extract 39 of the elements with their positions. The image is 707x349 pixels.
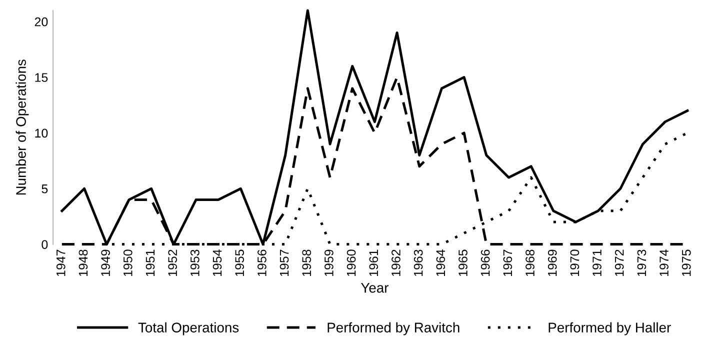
legend-label: Total Operations [138, 322, 239, 336]
x-tick-label: 1967 [503, 250, 512, 276]
x-axis-title: Year [360, 283, 389, 293]
y-tick-label: 20 [34, 17, 48, 26]
x-tick-label: 1961 [369, 250, 378, 276]
x-tick-label: 1955 [235, 250, 244, 276]
y-tick-label: 10 [35, 128, 48, 138]
y-tick-label: 0 [42, 240, 48, 249]
x-tick-label: 1954 [212, 250, 222, 276]
legend-label: Performed by Haller [548, 322, 671, 336]
x-tick-label: 1959 [324, 250, 334, 276]
y-tick-label: 15 [35, 73, 48, 82]
x-tick-label: 1963 [414, 250, 423, 276]
y-tick-label: 5 [42, 184, 48, 194]
x-tick-label: 1951 [146, 250, 155, 276]
x-tick-label: 1974 [660, 250, 668, 276]
x-tick-label: 1968 [526, 250, 534, 276]
x-tick-label: 1947 [56, 250, 66, 276]
x-tick-label: 1964 [436, 250, 446, 276]
x-tick-label: 1956 [258, 250, 266, 276]
x-tick-label: 1975 [682, 250, 691, 276]
x-tick-label: 1960 [346, 250, 356, 276]
x-tick-label: 1949 [101, 250, 110, 276]
x-tick-label: 1966 [480, 250, 490, 276]
y-axis-title: Number of Operations [16, 60, 29, 195]
x-tick-label: 1965 [458, 250, 468, 276]
x-tick-label: 1962 [392, 250, 400, 276]
x-tick-label: 1973 [637, 250, 646, 276]
x-tick-label: 1952 [168, 250, 178, 276]
x-tick-label: 1953 [190, 250, 200, 276]
x-tick-label: 1971 [592, 250, 602, 276]
x-tick-label: 1950 [123, 250, 132, 276]
x-tick-label: 1957 [280, 250, 289, 276]
x-tick-label: 1969 [548, 250, 557, 276]
x-tick-label: 1948 [78, 250, 88, 276]
x-tick-label: 1958 [302, 250, 312, 276]
x-tick-label: 1970 [570, 250, 580, 276]
x-tick-label: 1972 [614, 250, 624, 276]
legend-label: Performed by Ravitch [328, 322, 460, 336]
